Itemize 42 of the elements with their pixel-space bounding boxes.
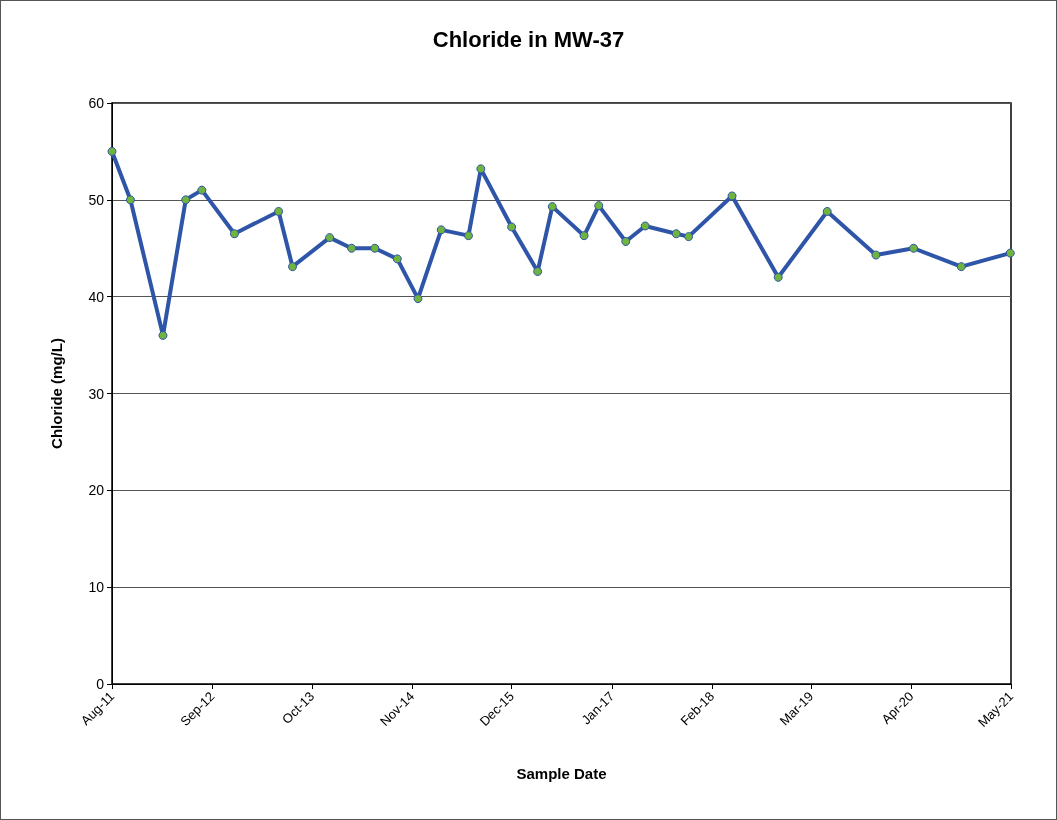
y-tick-label: 30 [88,385,105,402]
point [507,222,517,232]
point [871,250,881,260]
point [463,231,473,241]
point [107,146,117,156]
point [640,221,650,231]
point [288,262,298,272]
y-tick-label: 60 [88,95,105,111]
y-tick-label: 10 [88,579,105,596]
point [727,191,737,201]
point [370,243,380,253]
point [909,243,919,253]
point [533,266,543,276]
point [392,254,402,264]
point [1005,248,1015,258]
point [181,195,191,205]
point [956,262,966,272]
point [547,202,557,212]
y-tick-label: 50 [88,191,105,208]
point [773,272,783,282]
point [325,233,335,243]
point [158,330,168,340]
point [822,206,832,216]
point [413,294,423,304]
y-tick-label: 20 [88,482,105,499]
point [594,201,604,211]
point [671,229,681,239]
point [347,243,357,253]
point [274,206,284,216]
point [125,195,135,205]
point [436,225,446,235]
chart-title: Chloride in MW-37 [432,26,625,52]
x-axis-title: Sample Date [516,765,607,782]
point [579,231,589,241]
point [476,164,486,174]
y-tick-label: 0 [96,676,105,692]
point [621,236,631,246]
point [684,232,694,242]
point [229,229,239,239]
y-tick-label: 40 [88,288,105,305]
y-axis-title: Chloride (mg/L) [48,338,65,449]
point [197,185,207,195]
